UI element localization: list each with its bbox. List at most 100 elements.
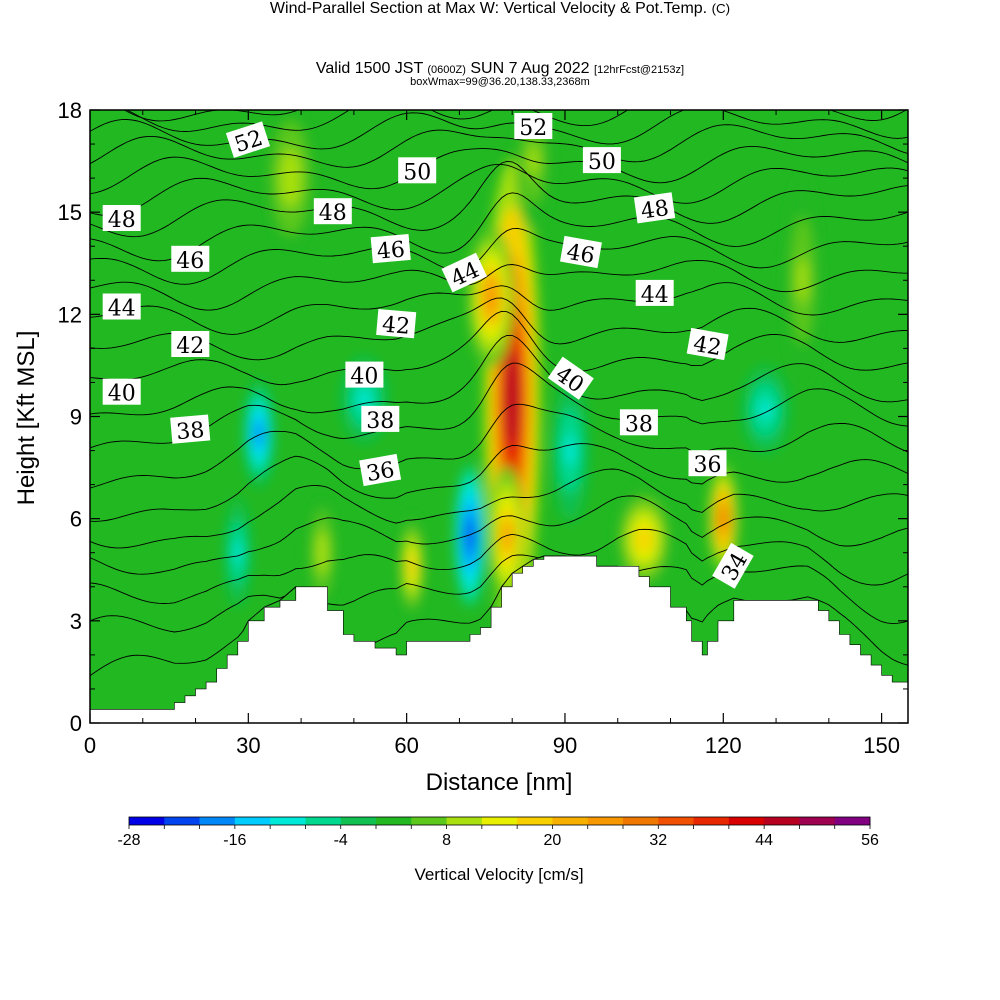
updraft-contour [407,554,417,579]
isentrope-label-box [686,327,729,361]
x-tick-label: 60 [394,733,418,758]
colorbar-tick-label: 8 [442,832,451,849]
colorbar-swatch [270,817,306,825]
x-axis-label: Distance [nm] [426,769,573,796]
updraft-contour [797,257,808,303]
colorbar-tick-label: -28 [117,832,140,849]
updraft-contour [718,505,728,532]
isentrope-line [90,282,908,335]
isentrope-label-box [712,542,754,589]
isentrope-label: 42 [171,331,210,359]
colorbar-swatch [129,817,165,825]
isentrope-label-text: 48 [319,201,347,226]
isentrope-line [90,110,908,150]
isentrope-label-box [171,245,210,272]
isentrope-label-text: 46 [565,240,597,269]
x-tick-label: 150 [863,733,900,758]
valid-time-utc: (0600Z) [427,64,466,76]
isentrope-label-text: 36 [365,458,397,487]
isentrope-label: 46 [560,235,602,269]
colorbar-tick-label: -4 [334,832,348,849]
isentrope-label-text: 50 [403,160,431,185]
colorbar-swatch [234,817,271,825]
chart-title-text: Wind-Parallel Section at Max W: Vertical… [269,0,708,17]
isentrope-label-box [560,235,602,269]
isentrope-label: 48 [633,192,676,225]
colorbar-swatch [587,817,624,825]
isentrope-line [90,227,908,285]
isentrope-label-text: 38 [366,409,394,434]
isentrope-label-text: 46 [176,249,204,274]
isentrope-line [90,163,908,216]
isentrope-label-box [102,205,141,231]
isentrope-label: 38 [361,405,400,434]
isentrope-label-box [102,293,141,320]
isentrope-label-box [370,233,411,264]
isentrope-label-box [102,378,141,405]
isentrope-label-box [635,279,674,306]
updraft-cell [784,176,821,385]
isentrope-label-text: 38 [625,412,653,437]
colorbar-swatch [799,817,836,825]
isentrope-label-box [514,113,553,139]
terrain-mask [90,555,908,723]
y-tick-label: 15 [58,200,82,225]
updraft-cell [467,227,515,368]
colorbar-swatch [376,817,412,825]
isentrope-label: 52 [225,121,271,158]
updraft-cell [309,499,335,606]
colorbar-tick-label: -16 [223,832,246,849]
isentrope-line [125,110,907,132]
colorbar-swatch [517,817,553,825]
colorbar-swatch [305,817,342,825]
colorbar-swatch [693,817,730,825]
isentrope-line [90,124,908,168]
y-tick-label: 0 [70,711,82,736]
isentrope-line [90,259,908,311]
colorbar-swatch [164,817,201,825]
isentrope-label: 44 [102,293,141,322]
updraft-contour [636,526,652,552]
isentrope-lines [90,110,908,677]
isentrope-label-box [441,252,487,293]
isentrope-label-text: 50 [588,150,616,175]
downdraft-contour [759,399,772,420]
valid-date: SUN 7 Aug 2022 [470,60,590,77]
downdraft-contour [254,421,264,446]
isentrope-line [90,192,908,262]
isentrope-label-box [345,361,384,388]
isentrope-label: 36 [688,450,727,478]
colorbar-tick-label: 32 [649,832,667,849]
isentrope-label-text: 48 [108,208,136,233]
isentrope-label-text: 52 [519,116,547,141]
y-tick-label: 12 [58,302,82,327]
isentrope-line [90,310,908,386]
isentrope-label: 40 [102,378,141,407]
isentrope-label: 40 [345,361,384,390]
isentrope-label-box [361,405,400,432]
x-axis: 0 30 60 90 120 150 [84,110,900,758]
isentrope-label-text: 40 [350,365,378,390]
isentrope-label-text: 42 [176,334,204,359]
colorbar-swatch [411,817,448,825]
x-tick-label: 90 [553,733,577,758]
downdraft-cell [454,465,486,606]
isentrope-label-text: 46 [376,237,406,264]
isentrope-line [90,528,908,604]
isentrope-label: 38 [170,414,211,445]
isentrope-line [90,443,908,522]
downdraft-cell [742,366,789,453]
isentrope-line [90,145,908,195]
isentrope-label-text: 44 [641,283,669,308]
y-tick-label: 6 [70,507,82,532]
colorbar-tick-label: 56 [861,832,879,849]
colorbar-swatch [552,817,589,825]
isentrope-line [90,297,908,361]
y-axis-label: Height [Kft MSL] [13,331,40,506]
colorbar-swatch [623,817,659,825]
x-tick-label: 120 [705,733,742,758]
colorbar-swatch [340,817,377,825]
